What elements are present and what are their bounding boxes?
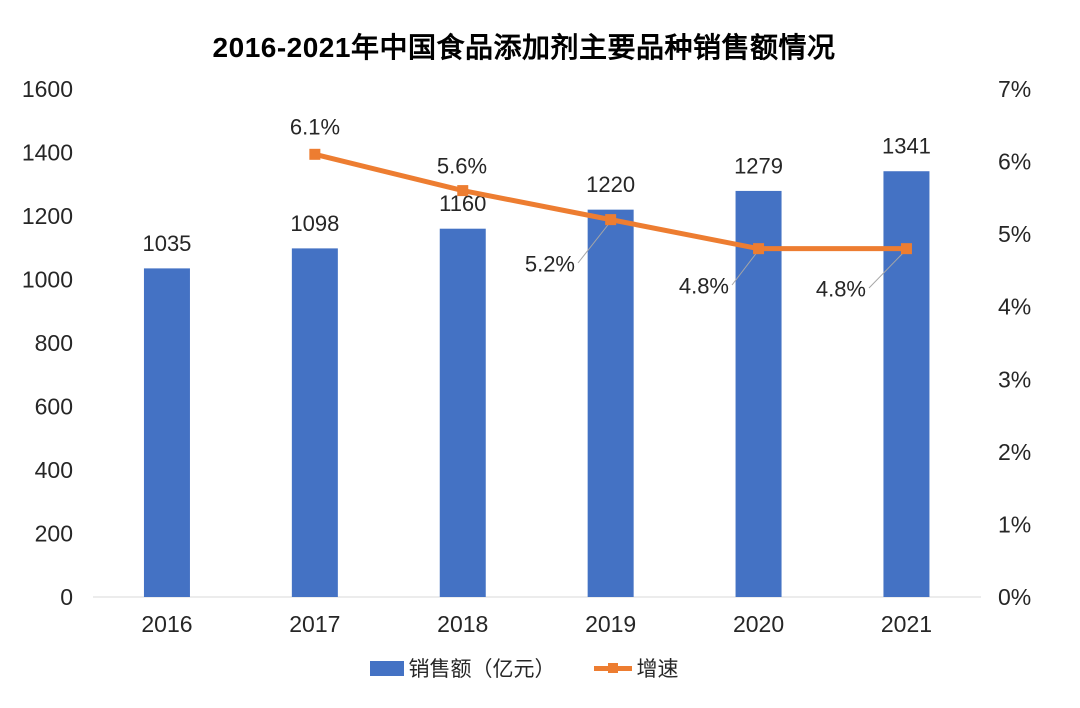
legend-label-growth: 增速 <box>636 658 679 681</box>
growth-marker-icon <box>900 243 912 255</box>
label-leader-line <box>731 250 759 286</box>
label-leader-line <box>577 220 612 264</box>
bar-value-label-2019: 1220 <box>586 172 635 197</box>
plot-area: 0 200 400 600 800 1000 1200 1400 1600 0% 1% 2% 3% 4% 5… <box>22 76 1031 637</box>
right-axis-tick: 2% <box>998 439 1031 465</box>
bar-2020 <box>735 190 782 598</box>
legend-item-sales: 销售额（亿元） <box>369 653 556 683</box>
x-axis-label: 2017 <box>289 611 340 637</box>
left-axis-tick: 400 <box>35 457 73 483</box>
right-axis-tick: 0% <box>998 584 1031 610</box>
left-axis-tick: 1200 <box>22 203 73 229</box>
right-axis-tick: 7% <box>998 76 1031 102</box>
right-axis-tick: 1% <box>998 511 1031 537</box>
legend-label-sales: 销售额（亿元） <box>408 658 556 681</box>
growth-marker-icon <box>753 243 765 255</box>
left-axis-tick: 1400 <box>22 140 73 166</box>
bar-2017 <box>291 248 338 597</box>
left-axis-tick: 0 <box>60 584 73 610</box>
legend-bar-swatch-icon <box>369 660 404 676</box>
growth-value-label-2017: 6.1% <box>290 115 340 140</box>
growth-marker-icon <box>605 214 617 226</box>
bar-2021 <box>883 171 930 598</box>
growth-marker-icon <box>309 148 321 160</box>
legend: 销售额（亿元） 增速 <box>0 653 1048 683</box>
growth-value-label-2020: 4.8% <box>679 274 729 299</box>
legend-line-swatch-icon <box>593 662 632 673</box>
chart-title: 2016-2021年中国食品添加剂主要品种销售额情况 <box>212 32 836 63</box>
bar-value-label-2017: 1098 <box>290 211 339 236</box>
x-axis-label: 2016 <box>141 611 192 637</box>
right-axis-tick: 4% <box>998 294 1031 320</box>
growth-marker-icon <box>457 185 469 197</box>
left-axis-tick: 1000 <box>22 267 73 293</box>
bar-2018 <box>439 228 486 597</box>
bar-value-label-2016: 1035 <box>142 231 191 256</box>
bar-value-label-2020: 1279 <box>734 153 783 178</box>
right-axis-tick: 6% <box>998 149 1031 175</box>
bar-value-label-2021: 1341 <box>882 134 931 159</box>
left-axis-tick: 1600 <box>22 76 73 102</box>
x-axis-label: 2019 <box>585 611 636 637</box>
left-axis-tick: 600 <box>35 394 73 420</box>
growth-value-label-2018: 5.6% <box>437 154 487 179</box>
growth-value-label-2021: 4.8% <box>816 277 866 302</box>
left-axis-tick: 800 <box>35 330 73 356</box>
x-axis-label: 2021 <box>881 611 932 637</box>
right-axis-tick: 3% <box>998 366 1031 392</box>
growth-value-label-2019: 5.2% <box>525 252 575 277</box>
right-axis-tick: 5% <box>998 221 1031 247</box>
bar-2016 <box>143 268 190 597</box>
legend-item-growth: 增速 <box>593 653 679 683</box>
legend-line-marker-icon <box>607 662 618 673</box>
x-axis-label: 2018 <box>437 611 488 637</box>
label-leader-line <box>868 250 906 289</box>
x-axis-label: 2020 <box>733 611 784 637</box>
bar-2019 <box>587 209 634 597</box>
left-axis-tick: 200 <box>35 521 73 547</box>
